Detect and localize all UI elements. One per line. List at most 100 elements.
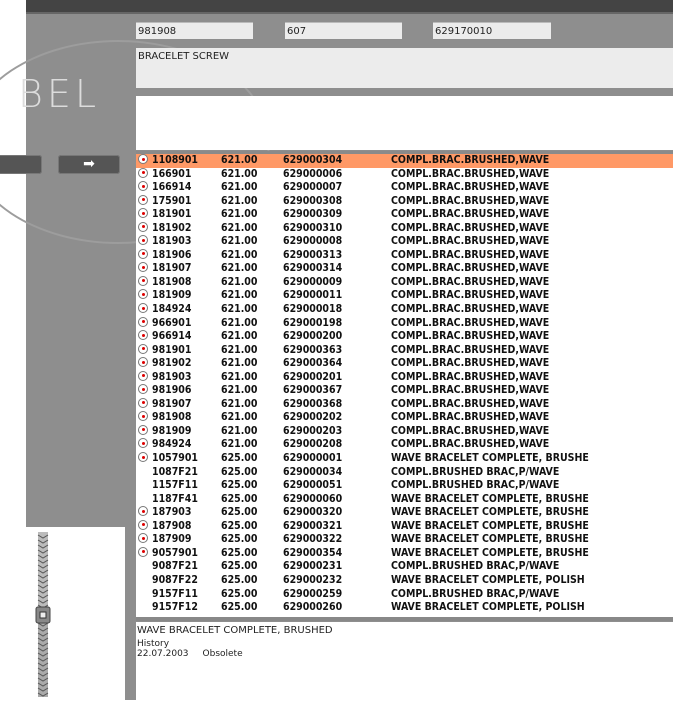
- list-row[interactable]: 9157F11 625.00 629000259 COMPL.BRUSHED BRAC…: [136, 588, 673, 602]
- radio-icon[interactable]: [138, 370, 148, 381]
- list-row[interactable]: 981907 621.00 629000368 COMPL.BRAC.BRUSHED,…: [136, 397, 673, 412]
- radio-icon[interactable]: [138, 357, 148, 368]
- arrow-right-icon: ➡: [83, 156, 95, 172]
- radio-icon[interactable]: [138, 167, 148, 178]
- radio-icon[interactable]: [138, 546, 148, 557]
- ref-cell: 981901: [152, 343, 192, 356]
- price-cell: 625.00: [221, 506, 258, 519]
- list-row[interactable]: 187908 625.00 629000321 WAVE BRACELET COMPL…: [136, 519, 673, 534]
- list-row[interactable]: 181902 621.00 629000310 COMPL.BRAC.BRUSHED,…: [136, 221, 673, 236]
- list-row[interactable]: 181907 621.00 629000314 COMPL.BRAC.BRUSHED,…: [136, 262, 673, 276]
- list-row[interactable]: 1187F41 625.00 629000060 WAVE BRACELET COMP…: [136, 493, 673, 507]
- list-row[interactable]: 9087F22 625.00 629000232 WAVE BRACELET COMP…: [136, 574, 673, 588]
- ref-cell: 981907: [152, 397, 192, 410]
- code-cell: 629000304: [283, 154, 343, 166]
- radio-icon[interactable]: [138, 411, 148, 422]
- description-cell: COMPL.BRAC.BRUSHED,WAVE: [391, 438, 550, 451]
- list-row[interactable]: 184924 621.00 629000018 COMPL.BRAC.BRUSHED,…: [136, 303, 673, 317]
- previous-button[interactable]: [0, 155, 42, 174]
- list-row[interactable]: 181903 621.00 629000008 COMPL.BRAC.BRUSHED,…: [136, 235, 673, 249]
- price-cell: 621.00: [221, 154, 258, 166]
- price-cell: 621.00: [221, 424, 258, 437]
- code-cell: 629000202: [283, 411, 343, 424]
- list-row[interactable]: 187909 625.00 629000322 WAVE BRACELET COMPL…: [136, 533, 673, 547]
- price-cell: 625.00: [221, 533, 258, 546]
- price-cell: 625.00: [221, 560, 258, 573]
- list-row[interactable]: 166901 621.00 629000006 COMPL.BRAC.BRUSHED,…: [136, 167, 673, 182]
- list-row[interactable]: 981909 621.00 629000203 COMPL.BRAC.BRUSHED,…: [136, 424, 673, 439]
- radio-icon[interactable]: [138, 221, 148, 232]
- list-row[interactable]: 9157F12 625.00 629000260 WAVE BRACELET COMP…: [136, 601, 673, 615]
- list-row[interactable]: 187903 625.00 629000320 WAVE BRACELET COMPL…: [136, 506, 673, 520]
- list-row[interactable]: 181906 621.00 629000313 COMPL.BRAC.BRUSHED,…: [136, 248, 673, 263]
- ref-cell: 181907: [152, 262, 192, 275]
- list-row[interactable]: 1108901 621.00 629000304 COMPL.BRAC.BRUSHED…: [136, 154, 673, 168]
- description-cell: WAVE BRACELET COMPLETE, BRUSHE: [391, 519, 589, 532]
- list-row[interactable]: 981906 621.00 629000367 COMPL.BRAC.BRUSHED,…: [136, 384, 673, 398]
- list-row[interactable]: 1057901 625.00 629000001 WAVE BRACELET COMP…: [136, 452, 673, 466]
- results-list[interactable]: 1108901 621.00 629000304 COMPL.BRAC.BRUSHED…: [136, 151, 673, 621]
- ref-cell: 187908: [152, 519, 192, 532]
- description-cell: WAVE BRACELET COMPLETE, BRUSHE: [391, 492, 589, 505]
- caliber-field[interactable]: 607: [285, 22, 402, 39]
- radio-icon[interactable]: [138, 316, 148, 327]
- radio-icon[interactable]: [138, 452, 148, 463]
- price-cell: 621.00: [221, 370, 258, 383]
- radio-icon[interactable]: [138, 194, 148, 205]
- code-cell: 629000354: [283, 546, 343, 559]
- list-row[interactable]: 175901 621.00 629000308 COMPL.BRAC.BRUSHED,…: [136, 194, 673, 209]
- list-row[interactable]: 981908 621.00 629000202 COMPL.BRAC.BRUSHED,…: [136, 411, 673, 425]
- description-cell: COMPL.BRAC.BRUSHED,WAVE: [391, 208, 550, 221]
- radio-icon[interactable]: [138, 438, 148, 449]
- radio-icon[interactable]: [138, 343, 148, 354]
- list-row[interactable]: 1087F21 625.00 629000034 COMPL.BRUSHED BRAC…: [136, 466, 673, 480]
- next-button[interactable]: ➡: [58, 155, 120, 174]
- list-row[interactable]: 9087F21 625.00 629000231 COMPL.BRUSHED BRAC…: [136, 560, 673, 574]
- price-cell: 625.00: [221, 452, 258, 465]
- description-field[interactable]: BRACELET SCREW: [136, 48, 673, 88]
- description-cell: COMPL.BRAC.BRUSHED,WAVE: [391, 370, 550, 383]
- list-row[interactable]: 966914 621.00 629000200 COMPL.BRAC.BRUSHED,…: [136, 330, 673, 344]
- radio-icon[interactable]: [138, 262, 148, 273]
- list-row[interactable]: 9057901 625.00 629000354 WAVE BRACELET COMP…: [136, 546, 673, 561]
- list-row[interactable]: 181909 621.00 629000011 COMPL.BRAC.BRUSHED,…: [136, 289, 673, 303]
- code-cell: 629000321: [283, 519, 343, 532]
- reference-field[interactable]: 981908: [136, 22, 253, 39]
- price-cell: 621.00: [221, 411, 258, 424]
- radio-icon[interactable]: [138, 154, 148, 164]
- part-number-field[interactable]: 629170010: [433, 22, 551, 39]
- radio-icon[interactable]: [138, 303, 148, 314]
- list-row[interactable]: 966901 621.00 629000198 COMPL.BRAC.BRUSHED,…: [136, 316, 673, 331]
- code-cell: 629000232: [283, 573, 343, 586]
- radio-icon[interactable]: [138, 275, 148, 286]
- list-row[interactable]: 181908 621.00 629000009 COMPL.BRAC.BRUSHED,…: [136, 275, 673, 290]
- list-row[interactable]: 981902 621.00 629000364 COMPL.BRAC.BRUSHED,…: [136, 357, 673, 371]
- radio-icon[interactable]: [138, 424, 148, 435]
- code-cell: 629000309: [283, 208, 343, 221]
- ref-cell: 966914: [152, 330, 192, 343]
- list-row[interactable]: 1157F11 625.00 629000051 COMPL.BRUSHED BRAC…: [136, 479, 673, 493]
- radio-icon[interactable]: [138, 384, 148, 395]
- radio-icon[interactable]: [138, 248, 148, 259]
- radio-icon[interactable]: [138, 506, 148, 517]
- radio-icon[interactable]: [138, 330, 148, 341]
- list-row[interactable]: 981901 621.00 629000363 COMPL.BRAC.BRUSHED,…: [136, 343, 673, 358]
- bracelet-image: [35, 532, 51, 697]
- radio-icon[interactable]: [138, 519, 148, 530]
- radio-icon[interactable]: [138, 235, 148, 246]
- list-row[interactable]: 981903 621.00 629000201 COMPL.BRAC.BRUSHED,…: [136, 370, 673, 385]
- code-cell: 629000313: [283, 248, 343, 261]
- list-row[interactable]: 166914 621.00 629000007 COMPL.BRAC.BRUSHED,…: [136, 181, 673, 195]
- radio-icon[interactable]: [138, 397, 148, 408]
- price-cell: 621.00: [221, 221, 258, 234]
- description-cell: COMPL.BRAC.BRUSHED,WAVE: [391, 397, 550, 410]
- radio-icon[interactable]: [138, 208, 148, 219]
- ref-cell: 9087F22: [152, 573, 198, 586]
- list-row[interactable]: 181901 621.00 629000309 COMPL.BRAC.BRUSHED,…: [136, 208, 673, 222]
- radio-icon[interactable]: [138, 533, 148, 544]
- price-cell: 625.00: [221, 573, 258, 586]
- ref-cell: 181902: [152, 221, 192, 234]
- list-row[interactable]: 984924 621.00 629000208 COMPL.BRAC.BRUSHED,…: [136, 438, 673, 452]
- radio-icon[interactable]: [138, 181, 148, 192]
- radio-icon[interactable]: [138, 289, 148, 300]
